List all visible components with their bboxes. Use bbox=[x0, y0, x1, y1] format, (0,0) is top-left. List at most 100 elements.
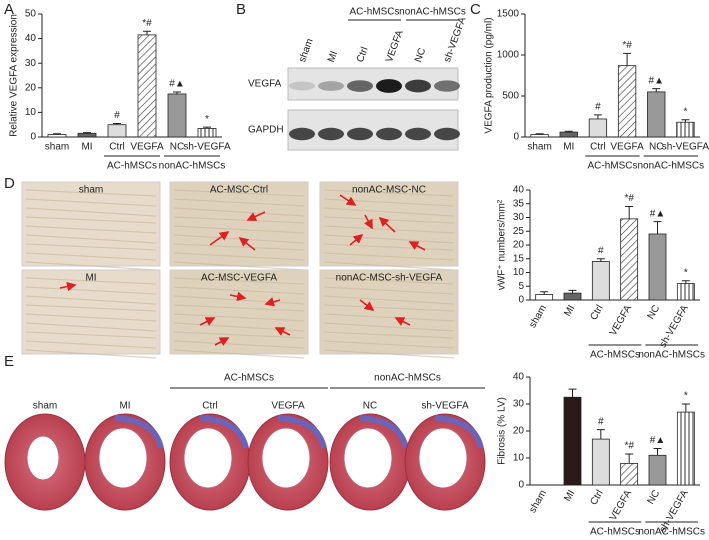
y-axis-title: VEGFA production (pg/ml) bbox=[484, 17, 495, 133]
y-tick-label: 0 bbox=[513, 132, 519, 143]
tissue-fiber bbox=[25, 277, 157, 285]
y-tick-label: 1000 bbox=[497, 50, 520, 61]
y-tick-label: 1500 bbox=[497, 9, 520, 20]
significance: *# bbox=[624, 193, 634, 204]
tissue-fiber bbox=[173, 216, 305, 224]
bar bbox=[588, 118, 608, 138]
x-tick-label: NC bbox=[646, 488, 663, 506]
section-label: sh-VEGFA bbox=[421, 401, 469, 412]
bar bbox=[591, 438, 610, 486]
tissue-fiber bbox=[25, 313, 157, 322]
tissue-fiber bbox=[323, 189, 455, 197]
micrograph bbox=[21, 181, 161, 267]
error-bar bbox=[681, 403, 690, 413]
x-tick-label: sh-VEGFA bbox=[662, 142, 709, 153]
y-tick-label: 10 bbox=[25, 107, 37, 118]
x-tick-label: VEGFA bbox=[130, 142, 164, 153]
blot-band bbox=[347, 127, 373, 141]
tissue-fiber bbox=[25, 295, 157, 305]
significance: * bbox=[684, 391, 688, 402]
error-bar bbox=[653, 221, 662, 234]
tissue-fiber bbox=[25, 216, 157, 224]
micrograph-label: nonAC-MSC-sh-VEGFA bbox=[336, 273, 443, 284]
tissue-fiber bbox=[25, 234, 157, 244]
error-bar bbox=[593, 114, 602, 119]
blot-band bbox=[405, 127, 431, 141]
bar bbox=[47, 134, 67, 138]
tissue-fiber bbox=[25, 322, 157, 332]
error-bar bbox=[625, 453, 634, 464]
blot-band bbox=[434, 80, 460, 92]
tissue-fiber bbox=[25, 286, 157, 295]
bar bbox=[107, 124, 127, 138]
lane-label: Ctrl bbox=[355, 46, 371, 64]
tissue-fiber bbox=[323, 198, 455, 207]
y-tick-label: 10 bbox=[513, 453, 525, 464]
fibrosis bbox=[199, 415, 249, 449]
arrow bbox=[238, 237, 256, 251]
section-group-label: nonAC-hMSCs bbox=[374, 373, 441, 384]
tissue-fiber bbox=[323, 304, 455, 312]
y-tick-label: 25 bbox=[513, 226, 525, 237]
error-bar bbox=[596, 429, 605, 440]
tissue-fiber bbox=[173, 243, 305, 251]
tissue-fiber bbox=[25, 243, 157, 251]
tissue-fiber bbox=[173, 261, 305, 271]
error-bar bbox=[113, 122, 121, 125]
lane-label: NC bbox=[413, 47, 428, 64]
x-tick-label: sham bbox=[527, 142, 551, 153]
blot-row-label: VEGFA bbox=[248, 79, 282, 90]
y-tick-label: 0 bbox=[518, 480, 524, 491]
error-bar bbox=[596, 258, 605, 262]
x-tick-label: NC bbox=[170, 142, 184, 153]
group-label: nonAC-hMSCs bbox=[638, 527, 705, 538]
blot-band bbox=[434, 127, 460, 141]
error-bar bbox=[540, 291, 549, 295]
error-bar bbox=[173, 91, 181, 94]
error-bar bbox=[83, 132, 91, 134]
blot-band bbox=[289, 81, 315, 91]
bar bbox=[591, 261, 610, 301]
panel-label: D bbox=[4, 175, 15, 192]
fibrosis bbox=[114, 415, 164, 449]
error-bar bbox=[623, 52, 632, 66]
bar bbox=[647, 91, 666, 138]
tissue-fiber bbox=[323, 234, 455, 244]
blot-row-label: GAPDH bbox=[248, 125, 284, 136]
tissue-fiber bbox=[25, 207, 157, 217]
y-tick-label: 20 bbox=[513, 240, 525, 251]
group-label: AC-hMSCs bbox=[587, 161, 637, 172]
bar-pattern bbox=[676, 122, 695, 137]
y-axis-title: vWF⁺ numbers/mm² bbox=[497, 199, 508, 290]
micrograph bbox=[21, 269, 161, 355]
ventricle bbox=[98, 427, 148, 489]
significance: # bbox=[114, 110, 120, 121]
arrow bbox=[264, 297, 281, 307]
tissue-fiber bbox=[173, 189, 305, 197]
error-bar bbox=[568, 388, 577, 398]
y-tick-label: 15 bbox=[513, 253, 525, 264]
micrograph bbox=[169, 269, 309, 355]
section-label: NC bbox=[363, 401, 377, 412]
blot-band bbox=[376, 127, 402, 141]
x-tick-label: sham bbox=[527, 303, 549, 330]
tissue-fiber bbox=[173, 313, 305, 322]
arrow bbox=[59, 281, 77, 292]
tissue-fiber bbox=[323, 295, 455, 305]
error-bar bbox=[568, 289, 577, 294]
micrograph-label: sham bbox=[79, 185, 103, 196]
y-tick-label: 40 bbox=[25, 33, 37, 44]
ventricle bbox=[418, 427, 468, 489]
y-tick-label: 30 bbox=[513, 399, 525, 410]
arrow bbox=[246, 211, 266, 221]
fibrosis bbox=[277, 415, 327, 449]
x-tick-label: VEGFA bbox=[610, 142, 644, 153]
group-label: nonAC-hMSCs bbox=[159, 161, 226, 172]
tissue-fiber bbox=[323, 331, 455, 339]
y-tick-label: 30 bbox=[513, 212, 525, 223]
blot-band bbox=[289, 127, 315, 141]
y-axis-title: Fibrosis (% LV) bbox=[497, 397, 508, 465]
panel-label: C bbox=[470, 1, 481, 18]
fibrosis bbox=[434, 415, 484, 449]
